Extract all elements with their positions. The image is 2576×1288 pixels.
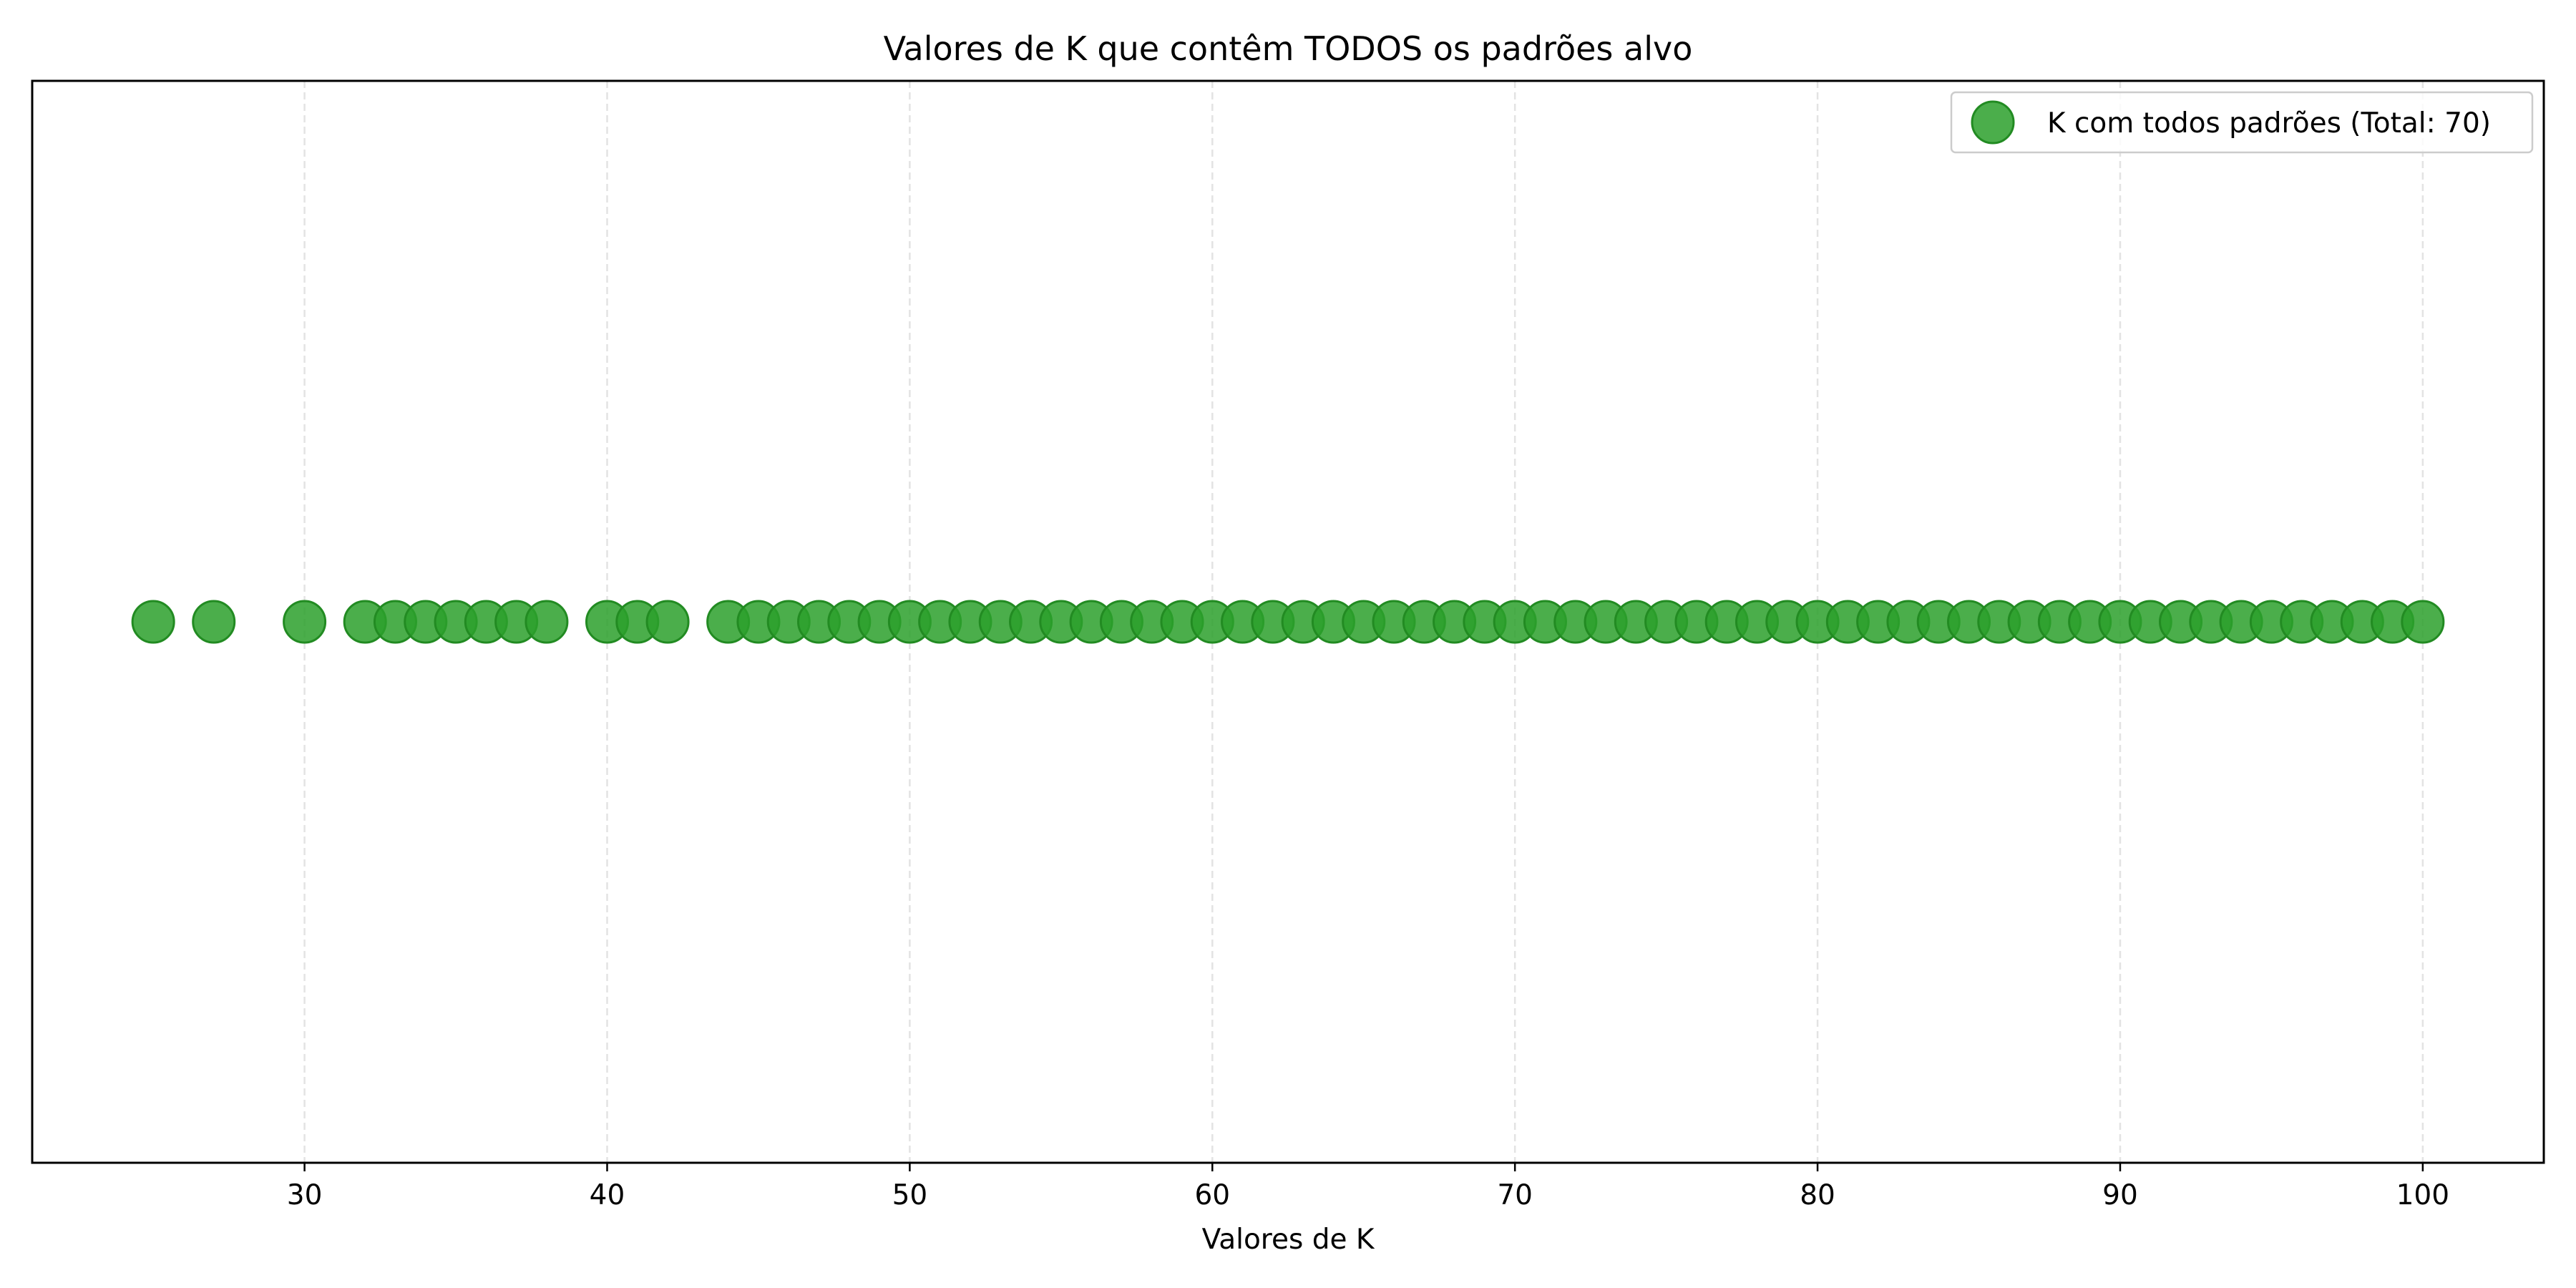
legend-marker bbox=[1971, 100, 2015, 145]
x-axis-ticks: 30 40 50 60 70 80 90 100 bbox=[287, 1163, 2449, 1211]
x-tick-label: 50 bbox=[892, 1179, 928, 1211]
data-point bbox=[645, 600, 690, 644]
x-tick-label: 90 bbox=[2102, 1179, 2138, 1211]
x-tick-label: 40 bbox=[590, 1179, 625, 1211]
data-points bbox=[131, 600, 2445, 644]
x-tick-label: 60 bbox=[1194, 1179, 1230, 1211]
plot-area-frame bbox=[31, 79, 2545, 1164]
data-point bbox=[2401, 600, 2445, 644]
data-point bbox=[283, 600, 327, 644]
x-tick-label: 70 bbox=[1497, 1179, 1533, 1211]
legend: K com todos padrões (Total: 70) bbox=[1950, 91, 2534, 154]
x-axis-label: Valores de K bbox=[1202, 1224, 1375, 1256]
legend-label: K com todos padrões (Total: 70) bbox=[2047, 107, 2491, 140]
data-point bbox=[131, 600, 175, 644]
x-tick-label: 30 bbox=[287, 1179, 323, 1211]
data-point bbox=[525, 600, 569, 644]
legend-box bbox=[1950, 91, 2534, 154]
data-point bbox=[192, 600, 236, 644]
x-tick-label: 80 bbox=[1800, 1179, 1835, 1211]
x-tick-label: 100 bbox=[2396, 1179, 2449, 1211]
chart-title: Valores de K que contêm TODOS os padrões… bbox=[884, 29, 1693, 68]
